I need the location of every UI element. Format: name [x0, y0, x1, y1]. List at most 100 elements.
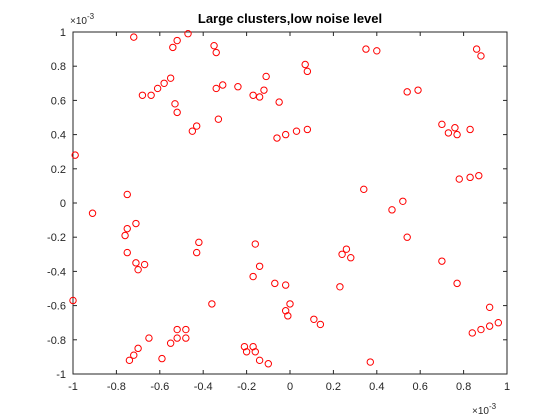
data-point [160, 79, 168, 88]
data-point [255, 356, 264, 365]
data-point [123, 190, 131, 199]
data-point [249, 272, 257, 281]
y-tick-label: -0.6 [47, 301, 66, 313]
data-point [242, 348, 251, 356]
data-point [134, 265, 142, 274]
y-tick-label: 0.2 [51, 164, 66, 176]
data-point [403, 88, 411, 96]
data-point [210, 41, 218, 50]
data-point [158, 354, 166, 363]
data-point [360, 185, 368, 194]
data-points [69, 30, 503, 368]
data-point [444, 129, 453, 137]
data-point [281, 130, 290, 139]
y-tick-label: 0.8 [51, 61, 66, 73]
data-point [123, 248, 131, 257]
data-point [477, 52, 485, 60]
data-point [262, 72, 270, 81]
y-axis-exponent: ×10-3 [70, 12, 95, 27]
data-point [132, 259, 140, 267]
data-point [214, 115, 223, 123]
data-point [301, 60, 309, 69]
data-point [438, 120, 446, 129]
data-point [260, 86, 268, 94]
axes-box [72, 31, 508, 375]
data-point [284, 312, 292, 320]
data-point [192, 122, 201, 130]
data-point [403, 233, 411, 241]
data-point [147, 91, 155, 99]
data-point [347, 254, 355, 262]
data-point [455, 175, 463, 183]
x-tick-label: 1 [504, 381, 510, 393]
data-point [366, 358, 374, 366]
data-point [281, 281, 290, 289]
data-point [123, 224, 131, 233]
data-point [121, 231, 129, 240]
y-tick-label: 0.4 [51, 130, 66, 142]
data-point [255, 93, 264, 101]
data-point [451, 124, 459, 132]
data-point [251, 348, 259, 356]
x-axis: -1 -0.8 -0.6 -0.4 -0.2 0 0.2 0.4 0.6 0.8 1 [68, 32, 510, 393]
data-point [453, 279, 461, 288]
y-tick-label: -0.4 [47, 266, 66, 278]
data-point [303, 125, 312, 134]
data-point [264, 360, 272, 368]
y-axis: -1 -0.8 -0.6 -0.4 -0.2 0 0.2 0.4 0.6 0.8 1 [47, 27, 507, 381]
x-tick-label: 0.4 [369, 381, 384, 393]
data-point [173, 108, 181, 117]
data-point [336, 283, 344, 291]
data-point [342, 245, 351, 253]
data-point [182, 334, 190, 342]
data-point [171, 100, 179, 108]
data-point [466, 173, 474, 182]
y-tick-label: -0.8 [47, 335, 66, 347]
data-point [472, 45, 481, 53]
y-tick-label: 1 [60, 27, 66, 39]
data-point [192, 248, 201, 257]
data-point [310, 315, 318, 323]
x-tick-label: 0.2 [326, 381, 341, 393]
x-tick-label: -0.2 [237, 381, 256, 393]
data-point [173, 334, 181, 342]
y-tick-label: 0 [60, 198, 66, 210]
data-point [153, 84, 162, 93]
data-point [414, 86, 422, 94]
x-axis-exponent: ×10-3 [472, 402, 497, 417]
data-point [219, 81, 227, 89]
plot-area [72, 31, 508, 375]
data-point [292, 127, 301, 135]
data-point [145, 334, 153, 342]
data-point [362, 45, 370, 53]
data-point [399, 197, 407, 205]
data-point [234, 83, 242, 91]
y-tick-label: 0.6 [51, 95, 66, 107]
y-tick-label: -0.2 [47, 232, 66, 244]
data-point [255, 262, 264, 270]
data-point [453, 130, 461, 139]
x-tick-label: 0.6 [413, 381, 428, 393]
data-point [130, 351, 138, 359]
data-point [249, 91, 257, 99]
chart-title: Large clusters,low noise level [198, 11, 382, 26]
data-point [212, 84, 220, 93]
data-point [388, 206, 396, 214]
data-point [71, 151, 79, 159]
data-point [166, 339, 175, 347]
data-point [485, 322, 494, 330]
x-tick-label: -0.6 [150, 381, 169, 393]
data-point [275, 98, 283, 106]
data-point [338, 250, 346, 259]
data-point [169, 43, 177, 52]
data-point [138, 91, 147, 99]
data-point [184, 30, 192, 38]
data-point [303, 67, 312, 76]
data-point [195, 238, 203, 247]
data-point [485, 303, 494, 312]
data-point [125, 356, 134, 365]
y-tick-label: -1 [56, 369, 66, 381]
data-point [273, 134, 281, 142]
data-point [173, 325, 181, 334]
